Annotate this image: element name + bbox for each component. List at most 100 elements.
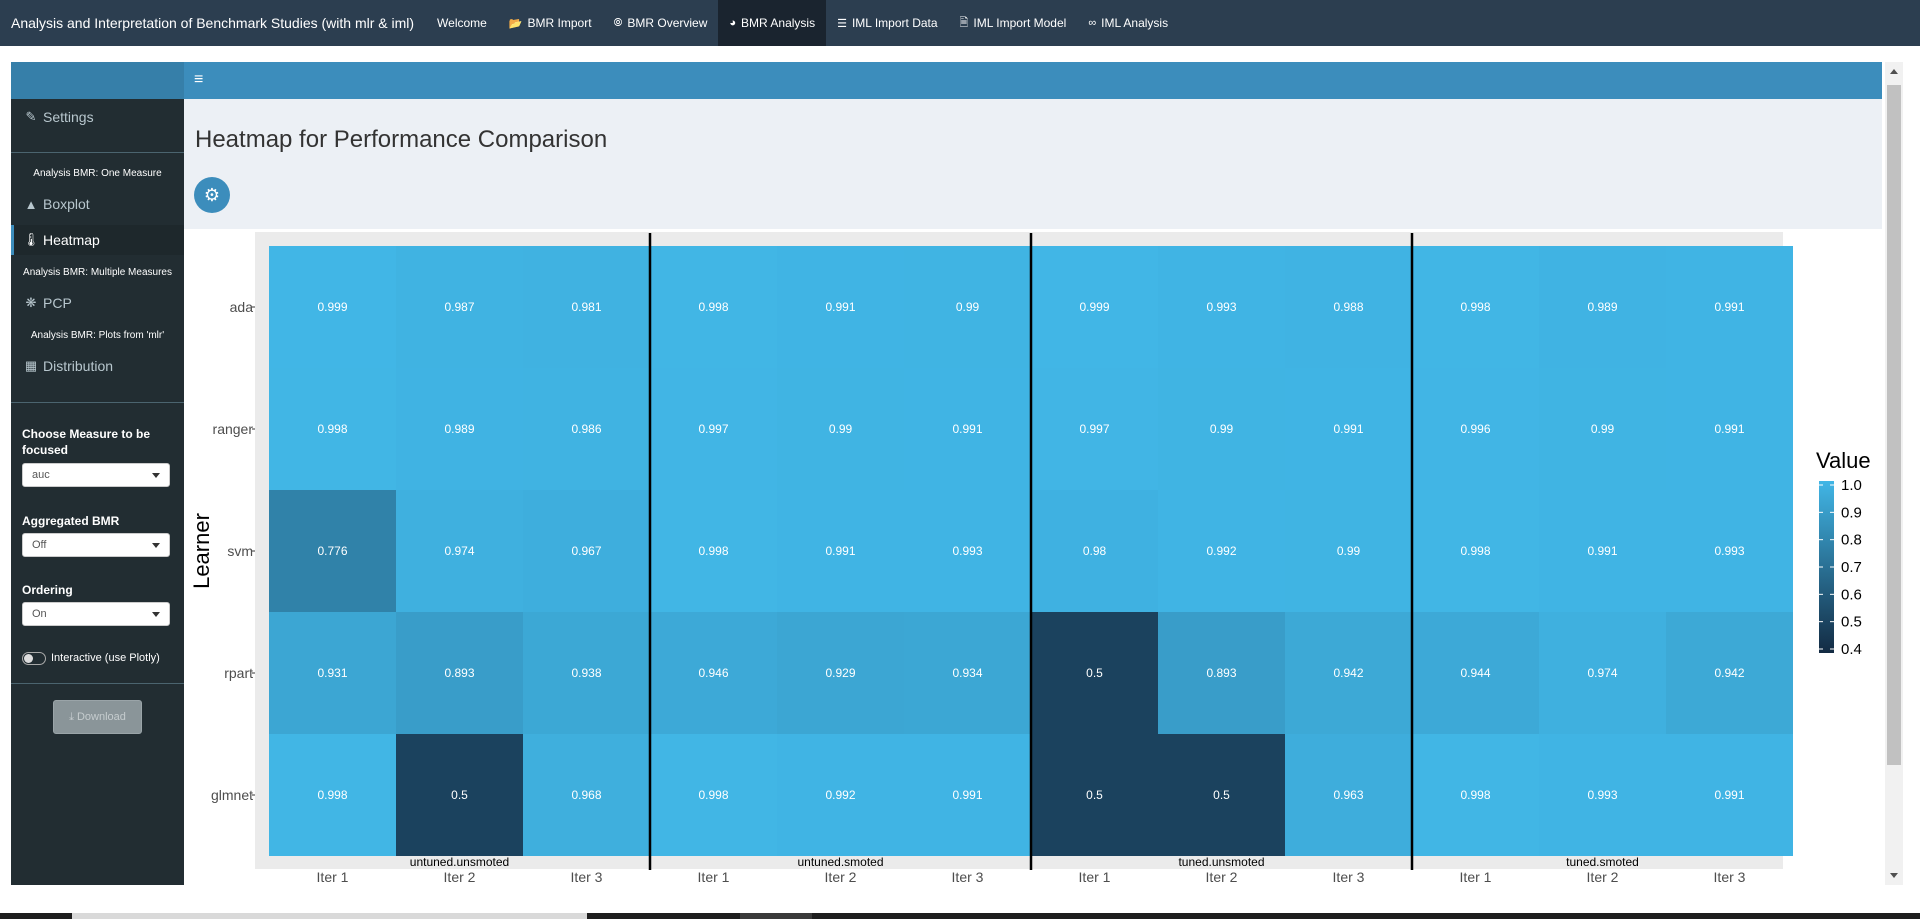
cell-value-label: 0.99 (956, 300, 980, 314)
cell-value-label: 0.996 (1460, 422, 1490, 436)
group-label: tuned.smoted (1566, 855, 1639, 869)
heatmap-cell (904, 612, 1031, 734)
measure-select[interactable]: auc (22, 463, 170, 487)
heatmap-cell (396, 368, 523, 490)
x-tick-label: Iter 3 (1714, 869, 1746, 885)
scrollbar-thumb[interactable] (1887, 85, 1901, 765)
tab-bmr-analysis[interactable]: ◕ BMR Analysis (718, 0, 827, 46)
plot-settings-button[interactable]: ⚙ (194, 177, 230, 213)
heatmap-cell (269, 368, 396, 490)
bar-chart-icon: ▦ (24, 358, 38, 373)
sidebar-item-boxplot[interactable]: ▲ Boxplot (11, 189, 184, 219)
tab-label-iml-import-data: IML Import Data (851, 16, 938, 30)
legend-tick-label: 0.8 (1841, 532, 1862, 549)
sidebar-item-label: Distribution (43, 358, 114, 374)
heatmap-cell (1666, 734, 1793, 856)
heatmap-cell (904, 246, 1031, 368)
cell-value-label: 0.944 (1460, 666, 1490, 680)
heatmap-cell (1031, 612, 1158, 734)
cell-value-label: 0.938 (571, 666, 601, 680)
heatmap-cell (523, 368, 650, 490)
group-labels: untuned.unsmoted untuned.smoted tuned.unsm… (410, 855, 1639, 869)
tab-bmr-import[interactable]: 📂 BMR Import (498, 0, 603, 46)
tab-iml-analysis[interactable]: ∞ IML Analysis (1077, 0, 1179, 46)
scrollbar[interactable] (1885, 62, 1903, 885)
sidebar-divider (11, 683, 184, 684)
taskbar-item[interactable] (740, 913, 812, 919)
sidebar-item-heatmap[interactable]: 🌡 Heatmap (11, 225, 184, 255)
download-button[interactable]: ⤓ Download (53, 700, 142, 734)
section-multiple-measures: Analysis BMR: Multiple Measures (23, 267, 172, 278)
sidebar-item-distribution[interactable]: ▦ Distribution (11, 351, 184, 381)
tab-iml-import-model[interactable]: 🗎 IML Import Model (949, 0, 1078, 46)
x-tick-label: Iter 1 (1079, 869, 1111, 885)
cell-value-label: 0.942 (1333, 666, 1363, 680)
cell-value-label: 0.998 (698, 788, 728, 802)
x-tick-label: Iter 2 (1206, 869, 1238, 885)
cell-value-label: 0.991 (825, 544, 855, 558)
section-mlr-plots: Analysis BMR: Plots from 'mlr' (30, 330, 165, 341)
legend-title: Value (1816, 448, 1871, 473)
heatmap-cell (904, 368, 1031, 490)
heatmap-cell (777, 734, 904, 856)
caret-down-icon (152, 473, 160, 478)
cell-value-label: 0.99 (1210, 422, 1234, 436)
cell-value-label: 0.987 (444, 300, 474, 314)
cell-value-label: 0.974 (1587, 666, 1617, 680)
tab-welcome[interactable]: Welcome (426, 0, 498, 46)
ordering-label: Ordering (22, 583, 73, 597)
heatmap-cell (650, 246, 777, 368)
interactive-toggle[interactable] (22, 652, 46, 665)
heatmap-cell (396, 734, 523, 856)
aggregated-select[interactable]: Off (22, 533, 170, 557)
tab-label-bmr-overview: BMR Overview (627, 16, 708, 30)
cell-value-label: 0.997 (1079, 422, 1109, 436)
cell-value-label: 0.998 (698, 300, 728, 314)
page-title: Heatmap for Performance Comparison (195, 126, 608, 153)
sidebar-item-settings[interactable]: ✎ Settings (11, 102, 184, 132)
cogs-icon: ❋ (25, 295, 37, 310)
heatmap-cell (1285, 368, 1412, 490)
section-one-measure: Analysis BMR: One Measure (33, 168, 162, 179)
cell-value-label: 0.998 (1460, 300, 1490, 314)
top-navbar: Analysis and Interpretation of Benchmark… (0, 0, 1920, 46)
cell-value-label: 0.998 (317, 422, 347, 436)
dashboard-header: ≡ (184, 62, 1882, 99)
x-axis-labels: Iter 1 Iter 2 Iter 3 Iter 1 Iter 2 Iter 3 Iter… (317, 869, 1746, 885)
group-label: untuned.unsmoted (410, 855, 509, 869)
cell-value-label: 0.991 (952, 788, 982, 802)
cell-value-label: 0.942 (1714, 666, 1744, 680)
app-brand[interactable]: Analysis and Interpretation of Benchmark… (11, 15, 415, 31)
dashboard-logo-area (11, 62, 184, 99)
caret-down-icon (152, 543, 160, 548)
scroll-down-icon[interactable] (1890, 873, 1898, 878)
heatmap-cell (523, 246, 650, 368)
cell-value-label: 0.991 (1714, 422, 1744, 436)
tab-bmr-overview[interactable]: ⦾ BMR Overview (603, 0, 719, 46)
sidebar-toggle-icon[interactable]: ≡ (194, 71, 204, 88)
heatmap-cell (1539, 490, 1666, 612)
legend-tick-label: 0.6 (1841, 586, 1862, 603)
cell-value-label: 0.993 (952, 544, 982, 558)
scroll-up-icon[interactable] (1890, 69, 1898, 74)
heatmap-cell (1666, 490, 1793, 612)
taskbar-item[interactable] (72, 913, 587, 919)
y-tick-label: glmnet (211, 787, 253, 803)
cell-value-label: 0.991 (825, 300, 855, 314)
heatmap-cell (777, 490, 904, 612)
folder-icon: 📂 (508, 17, 523, 30)
ordering-select[interactable]: On (22, 602, 170, 626)
cell-value-label: 0.991 (1333, 422, 1363, 436)
heatmap-cell (396, 612, 523, 734)
tab-iml-import-data[interactable]: ☰ IML Import Data (826, 0, 948, 46)
y-tick-label: svm (227, 543, 253, 559)
cell-value-label: 0.893 (1206, 666, 1236, 680)
sidebar: ✎ Settings Analysis BMR: One Measure ▲ B… (11, 99, 184, 885)
heatmap-cells: 0.999 0.987 0.981 0.998 0.991 0.99 0.999 0.993 0… (269, 246, 1793, 856)
sidebar-item-label: Heatmap (43, 232, 100, 248)
cell-value-label: 0.993 (1714, 544, 1744, 558)
sidebar-item-pcp[interactable]: ❋ PCP (11, 288, 184, 318)
cell-value-label: 0.991 (1714, 300, 1744, 314)
cell-value-label: 0.963 (1333, 788, 1363, 802)
taskbar-strip (0, 913, 1920, 919)
